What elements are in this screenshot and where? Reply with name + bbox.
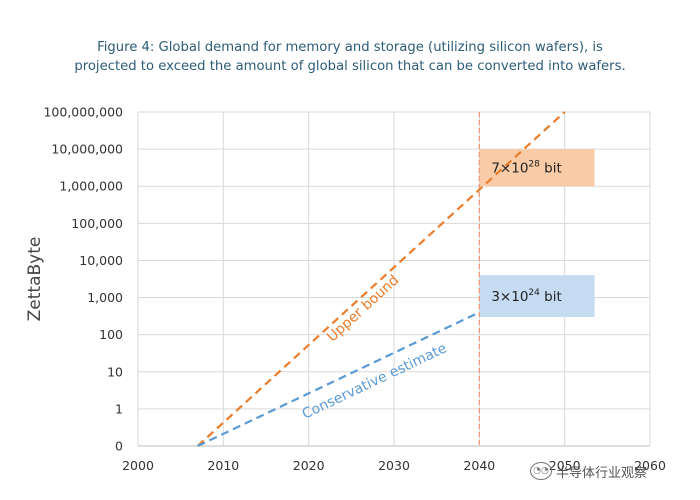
watermark: ◔◔ 半导体行业观察	[530, 460, 695, 482]
chart-title-line-1: Figure 4: Global demand for memory and s…	[97, 40, 603, 55]
annotation-box	[479, 149, 595, 187]
x-tick-label: 2010	[207, 458, 239, 473]
annotation-box	[479, 275, 595, 317]
y-axis-label: ZettaByte	[25, 237, 45, 322]
y-tick-label: 0	[115, 439, 123, 454]
x-tick-label: 2000	[122, 458, 154, 473]
y-tick-label: 1,000	[87, 290, 123, 305]
y-tick-label: 100,000	[71, 216, 123, 231]
y-tick-label: 10	[107, 364, 123, 379]
x-tick-label: 2060	[634, 458, 666, 473]
x-tick-label: 2020	[293, 458, 325, 473]
chart-title: Figure 4: Global demand for memory and s…	[20, 38, 680, 76]
y-tick-label: 1	[115, 401, 123, 416]
series-label: Conservative estimate	[300, 340, 450, 422]
annotation-label: 7×1028 bit	[491, 160, 561, 177]
y-tick-label: 1,000,000	[59, 179, 123, 194]
wechat-logo-icon: ◔◔	[530, 462, 552, 480]
y-tick-label: 10,000	[79, 253, 123, 268]
y-tick-label: 10,000,000	[51, 142, 123, 157]
watermark-text: 半导体行业观察	[556, 465, 648, 481]
x-tick-label: 2030	[378, 458, 410, 473]
annotation-label: 3×1024 bit	[491, 288, 561, 305]
x-tick-label: 2040	[463, 458, 495, 473]
y-tick-label: 100,000,000	[43, 105, 123, 120]
x-tick-label: 2050	[549, 458, 581, 473]
chart-title-line-2: projected to exceed the amount of global…	[74, 59, 626, 74]
y-tick-label: 100	[99, 327, 123, 342]
series-line	[196, 111, 566, 447]
